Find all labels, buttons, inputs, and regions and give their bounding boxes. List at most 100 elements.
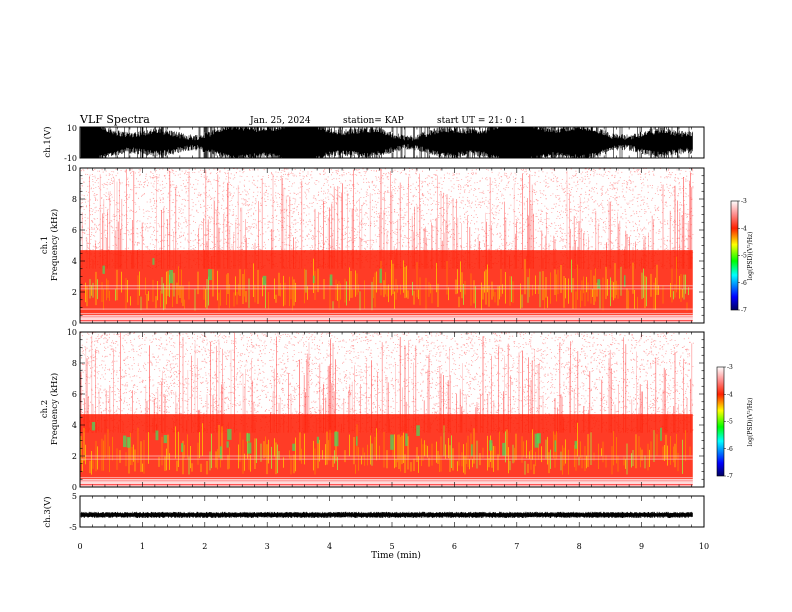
station-label: station= KAP xyxy=(343,116,404,126)
ch1-spectrogram-image xyxy=(80,168,704,323)
ch1-colorbar: -3 -4 -5 -6 -7 log(PSD)(V²/Hz) xyxy=(730,198,754,314)
ch2-spectrogram-image xyxy=(80,332,704,487)
ch1-channel-label: ch.1 xyxy=(40,236,50,254)
ch1-y-label: ch.1(V) xyxy=(42,126,53,157)
y-tick-label: 2 xyxy=(72,288,77,297)
ch1-spectrogram-panel: 0 2 4 6 8 10 ch.1 Frequency (kHz) xyxy=(40,164,705,328)
ch2-spectrogram-y-label: ch.2 Frequency (kHz) xyxy=(40,373,60,445)
ch1-x-ticks xyxy=(79,127,705,158)
green-patch xyxy=(379,268,382,284)
waveform-path xyxy=(80,127,693,158)
y-tick-label: 6 xyxy=(72,226,77,235)
green-patch xyxy=(554,440,557,452)
y-tick-label: 2 xyxy=(72,452,77,461)
green-patch xyxy=(355,436,358,446)
green-patch xyxy=(123,435,127,448)
x-tick-label: 1 xyxy=(140,542,145,551)
ch2-spectrogram-panel: 0 2 4 6 8 10 ch.2 Frequency (kHz) xyxy=(40,328,705,492)
y-tick-label: 6 xyxy=(72,390,77,399)
green-patch xyxy=(262,275,267,286)
green-patch xyxy=(416,425,420,436)
green-patch xyxy=(534,433,539,448)
ch3-ytick-bottom: -5 xyxy=(69,523,77,532)
start-time-label: start UT = 21: 0 : 1 xyxy=(437,116,526,126)
y-tick-label: 8 xyxy=(72,359,77,368)
ch2-colorbar-ticks: -3 -4 -5 -6 -7 xyxy=(724,364,733,480)
green-patch xyxy=(163,435,168,444)
ch3-ytick-top: 5 xyxy=(72,492,77,501)
green-patch xyxy=(390,434,394,450)
ch1-spectrogram-x-ticks xyxy=(79,168,705,323)
ch2-spectrogram-y-ticks: 0 2 4 6 8 10 xyxy=(67,328,704,492)
green-patch xyxy=(207,269,212,281)
green-patch xyxy=(623,275,626,287)
green-patch xyxy=(219,446,222,459)
ch3-waveform-trace xyxy=(80,511,693,518)
y-tick-label: 4 xyxy=(72,257,77,266)
ch1-colorbar-scale xyxy=(730,200,739,311)
y-tick-label: 10 xyxy=(67,328,77,337)
ch2-spectrogram-x-ticks xyxy=(79,332,705,487)
green-patch xyxy=(152,258,155,265)
green-patch xyxy=(316,436,319,444)
green-patch xyxy=(660,427,662,441)
green-patch xyxy=(536,433,541,444)
ch2-colorbar-label: log(PSD)(V²/Hz) xyxy=(747,398,754,447)
colorbar-tick-label: -5 xyxy=(727,419,733,426)
green-patch xyxy=(227,428,232,440)
ch3-waveform-panel: 5 -5 ch.3(V) xyxy=(42,492,705,532)
y-tick-label: 10 xyxy=(67,164,77,173)
green-patch xyxy=(574,440,578,449)
green-patch xyxy=(247,442,252,454)
ch2-frequency-label: Frequency (kHz) xyxy=(49,373,60,445)
intense-band xyxy=(80,414,693,480)
x-tick-label: 10 xyxy=(699,542,709,551)
colorbar-tick-label: -5 xyxy=(741,253,747,260)
green-patch xyxy=(102,265,105,274)
x-tick-label: 9 xyxy=(639,542,644,551)
y-tick-label: 0 xyxy=(72,483,77,492)
ch1-ytick-top: 10 xyxy=(67,124,77,133)
x-tick-label: 5 xyxy=(389,542,394,551)
green-patch xyxy=(471,444,473,457)
colorbar-tick-label: -7 xyxy=(741,307,747,314)
ch1-ytick-bottom: -10 xyxy=(64,154,77,163)
ch1-colorbar-label: log(PSD)(V²/Hz) xyxy=(747,232,754,281)
ch3-x-ticks xyxy=(79,496,705,527)
low-freq-strip xyxy=(80,479,693,487)
ch1-frequency-label: Frequency (kHz) xyxy=(49,209,60,281)
green-patch xyxy=(489,440,493,451)
y-tick-label: 4 xyxy=(72,421,77,430)
ch1-waveform-trace xyxy=(80,127,693,158)
green-patch xyxy=(91,421,96,431)
x-tick-label: 7 xyxy=(514,542,519,551)
waveform-path xyxy=(80,511,693,518)
green-patch xyxy=(405,433,408,446)
green-patch xyxy=(329,274,333,286)
green-patch xyxy=(126,437,131,448)
figure-title: VLF Spectra xyxy=(79,113,150,126)
green-patch xyxy=(597,279,601,289)
green-patch xyxy=(334,431,339,447)
y-tick-label: 0 xyxy=(72,319,77,328)
x-tick-label: 3 xyxy=(265,542,270,551)
green-patch xyxy=(169,269,173,284)
colorbar-tick-label: -3 xyxy=(741,198,747,205)
x-tick-label: 6 xyxy=(452,542,457,551)
ch2-channel-label: ch.2 xyxy=(40,400,50,418)
time-x-axis: 0 1 2 3 4 5 6 7 8 9 10 xyxy=(77,542,709,551)
colorbar-tick-label: -6 xyxy=(727,446,733,453)
ch3-y-label: ch.3(V) xyxy=(42,496,53,527)
ch1-spectrogram-y-ticks: 0 2 4 6 8 10 xyxy=(67,164,704,328)
ch2-colorbar: -3 -4 -5 -6 -7 log(PSD)(V²/Hz) xyxy=(716,364,754,480)
date-label: Jan. 25, 2024 xyxy=(249,116,311,126)
green-patch xyxy=(502,442,506,456)
y-tick-label: 8 xyxy=(72,195,77,204)
low-freq-strip xyxy=(80,315,693,323)
ch1-spectrogram-y-label: ch.1 Frequency (kHz) xyxy=(40,209,60,281)
figure-header: VLF Spectra Jan. 25, 2024 station= KAP s… xyxy=(79,113,526,126)
green-patch xyxy=(226,441,229,448)
time-x-axis-label: Time (min) xyxy=(371,550,421,561)
ch2-colorbar-scale xyxy=(716,366,725,477)
